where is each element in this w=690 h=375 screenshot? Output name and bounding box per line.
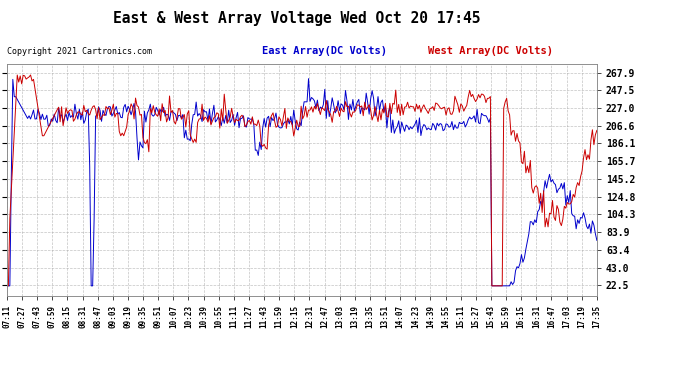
Text: Copyright 2021 Cartronics.com: Copyright 2021 Cartronics.com bbox=[7, 47, 152, 56]
Text: East Array(DC Volts): East Array(DC Volts) bbox=[262, 46, 387, 56]
Text: East & West Array Voltage Wed Oct 20 17:45: East & West Array Voltage Wed Oct 20 17:… bbox=[113, 11, 480, 26]
Text: West Array(DC Volts): West Array(DC Volts) bbox=[428, 46, 553, 56]
